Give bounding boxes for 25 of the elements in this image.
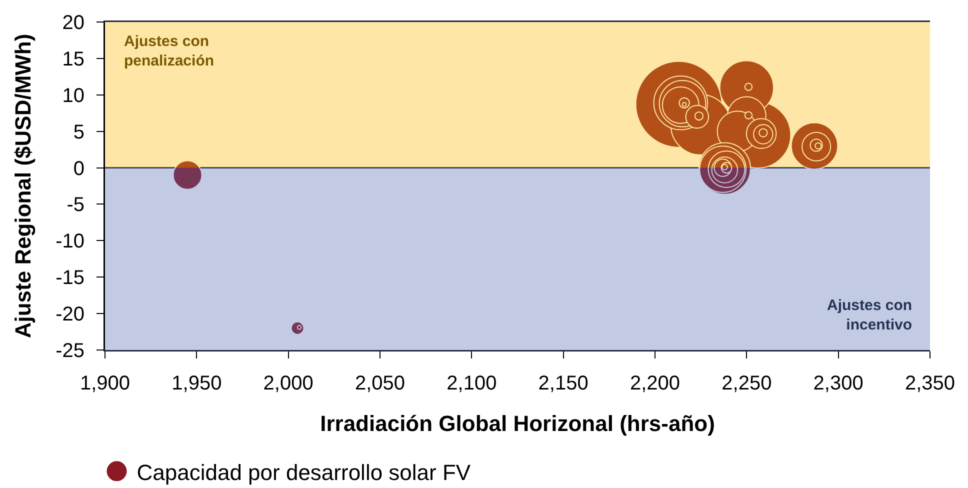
x-tick-label: 2,300 xyxy=(813,372,864,394)
x-tick-label: 2,200 xyxy=(630,372,680,394)
y-tick-label: 20 xyxy=(62,12,84,34)
legend-label: Capacidad por desarrollo solar FV xyxy=(136,460,471,485)
y-axis-title: Ajuste Regional ($USD/MWh) xyxy=(10,34,36,338)
y-tick-label: -5 xyxy=(66,194,84,216)
x-tick-label: 2,050 xyxy=(354,372,406,394)
x-tick-label: 2,250 xyxy=(722,372,772,394)
y-tick-label: -10 xyxy=(56,230,84,253)
x-tick-label: 2,100 xyxy=(446,372,497,394)
y-tick-label: 0 xyxy=(73,158,84,180)
x-tick-label: 2,350 xyxy=(904,372,956,394)
x-tick-label: 1,950 xyxy=(172,372,222,394)
y-tick-label: -20 xyxy=(56,304,84,326)
x-axis-title: Irradiación Global Horizonal (hrs-año) xyxy=(320,411,715,436)
y-tick-label: -15 xyxy=(56,267,84,290)
band-label: Ajustes con incentivo xyxy=(827,297,912,334)
y-tick-label: -25 xyxy=(56,340,84,362)
x-tick-label: 2,150 xyxy=(538,372,588,394)
y-tick-label: 5 xyxy=(73,121,84,144)
band-label: Ajustes con penalización xyxy=(124,33,214,70)
y-tick-label: 10 xyxy=(62,84,84,107)
x-tick-label: 1,900 xyxy=(80,372,130,394)
x-tick-label: 2,000 xyxy=(263,372,314,394)
y-tick-label: 15 xyxy=(62,48,84,70)
